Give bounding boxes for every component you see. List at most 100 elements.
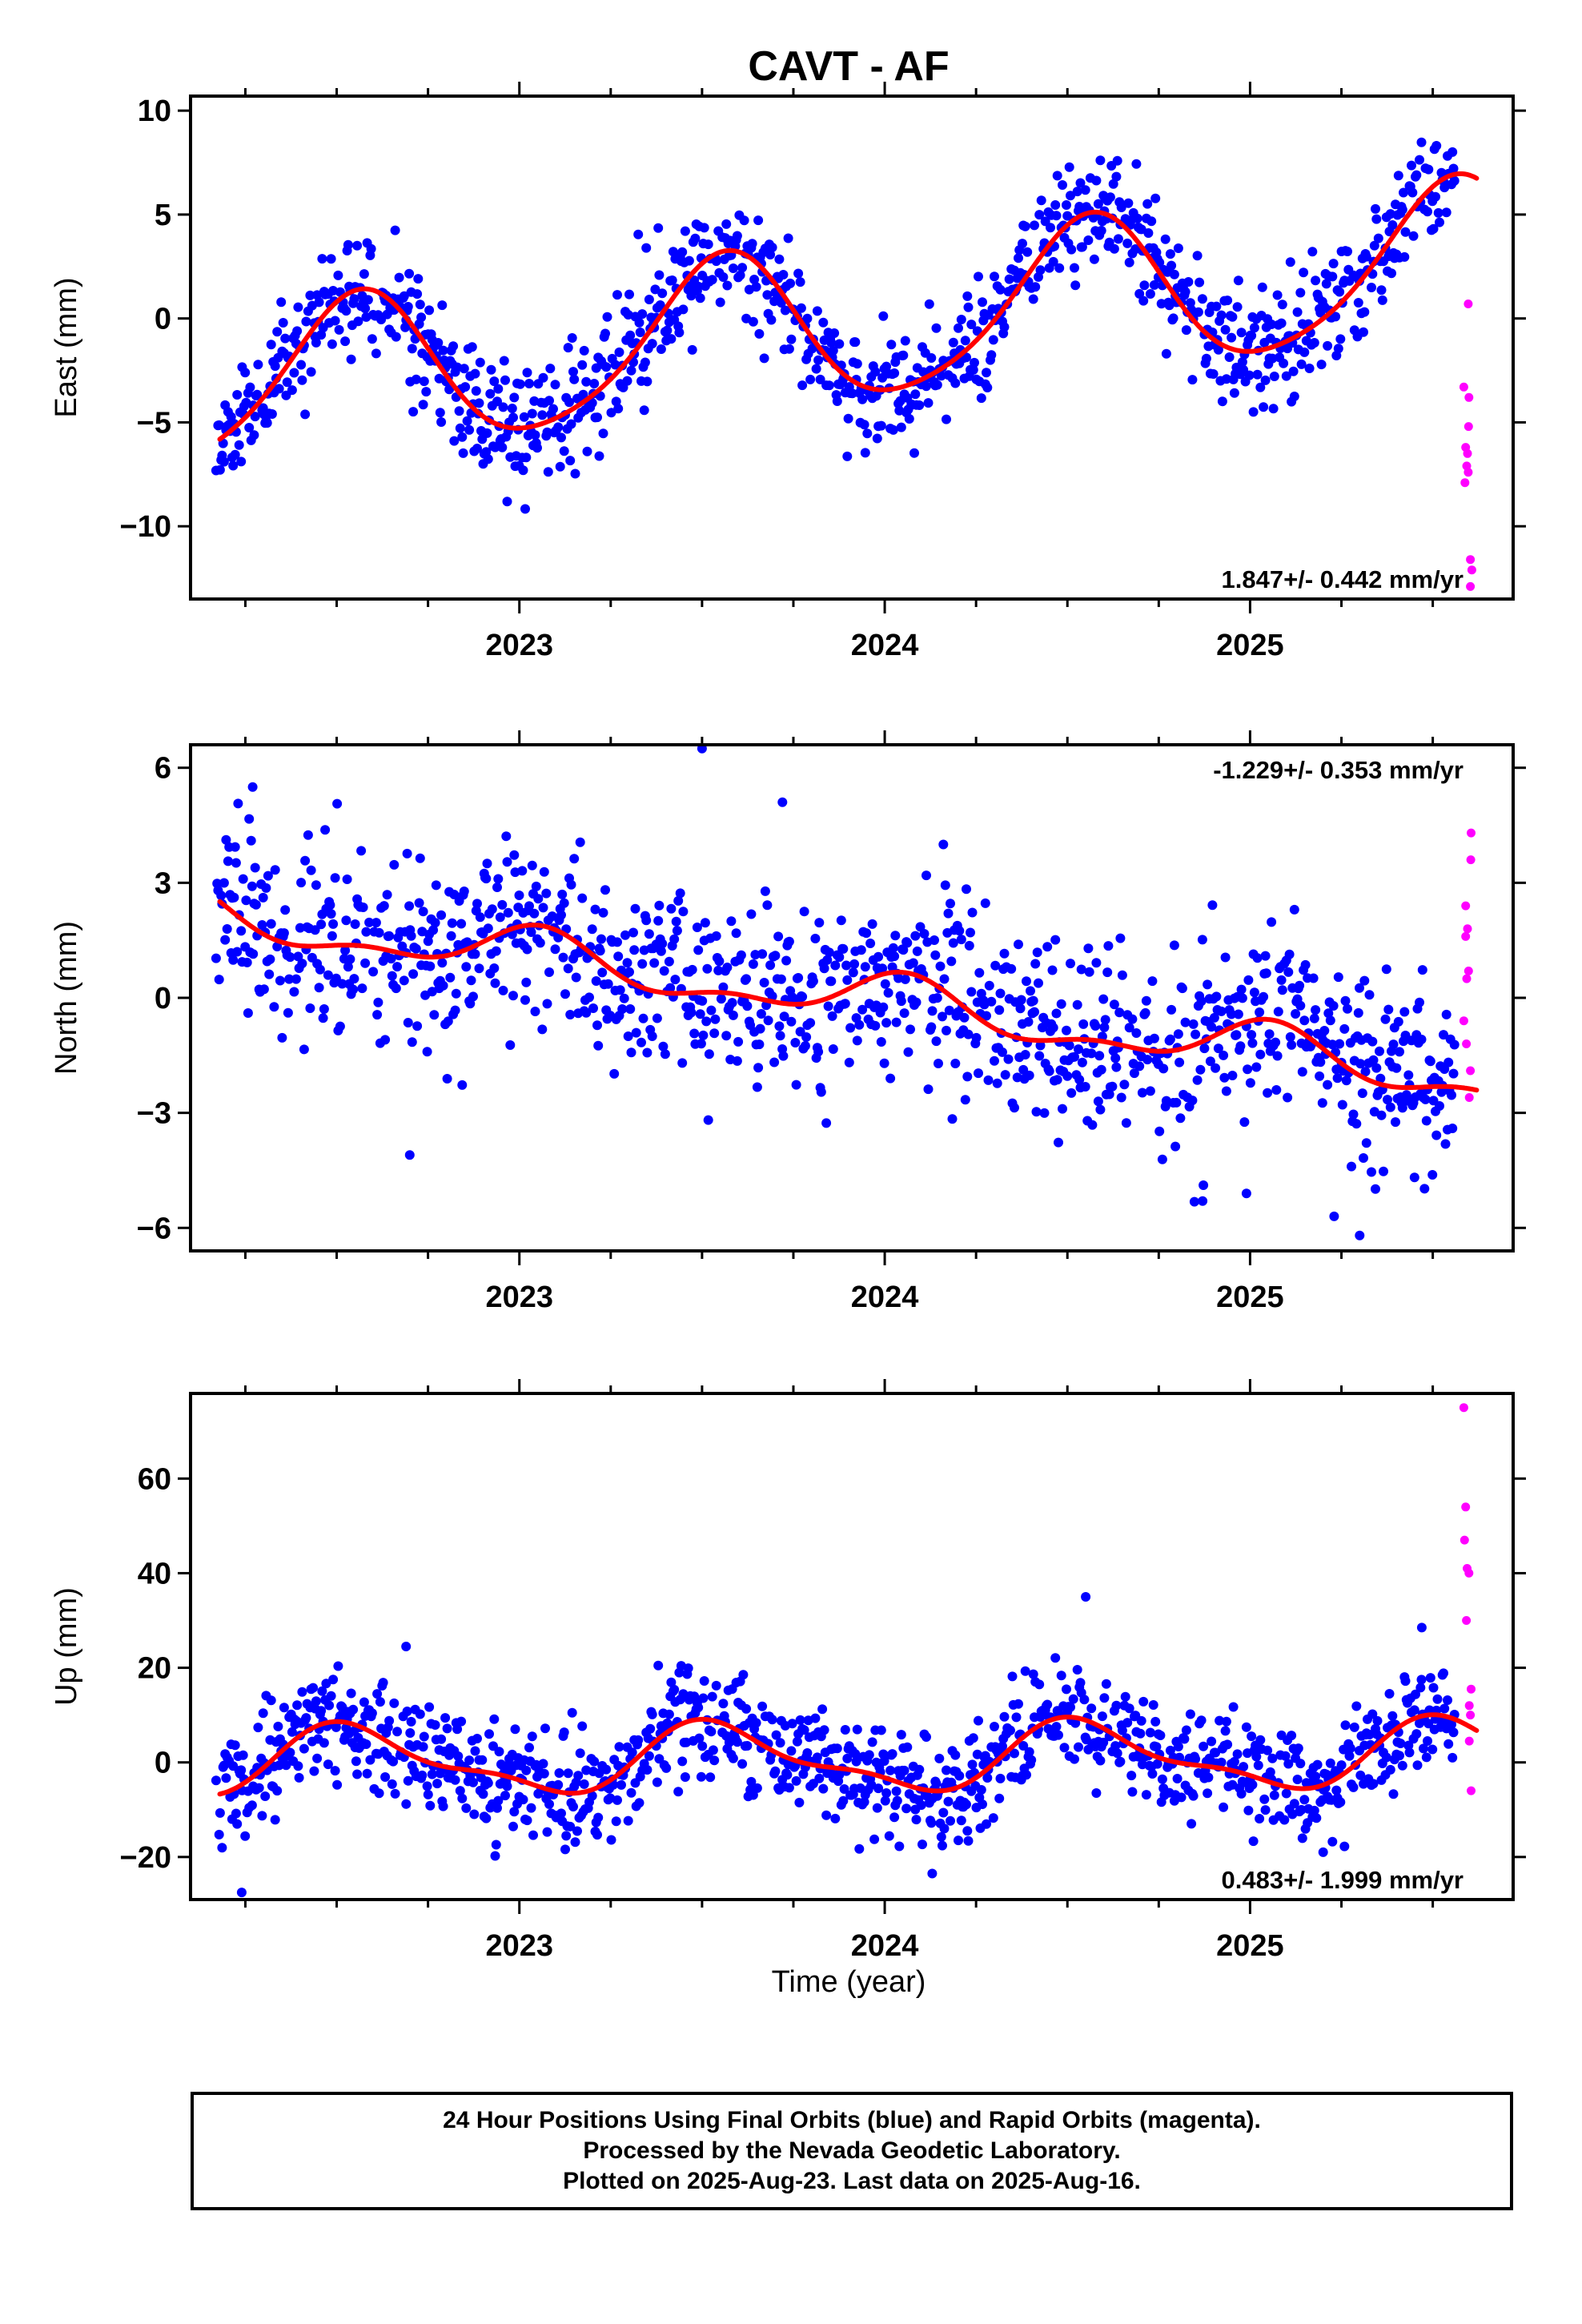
panel-north-final-point	[1174, 1057, 1185, 1068]
panel-east-final-point	[550, 380, 560, 390]
panel-up-final-point	[470, 1746, 480, 1756]
panel-east-final-point	[641, 243, 652, 253]
panel-north-final-point	[425, 961, 436, 971]
panel-up-final-point	[1056, 1671, 1066, 1681]
panel-north-final-point	[306, 865, 316, 875]
panel-east-final-point	[544, 396, 554, 406]
panel-north-final-point	[966, 927, 975, 938]
panel-north-final-point	[272, 942, 283, 951]
panel-up-final-point	[308, 1683, 319, 1693]
panel-north-final-point	[509, 850, 520, 860]
panel-north-final-point	[980, 898, 990, 908]
panel-up-final-point	[319, 1738, 329, 1748]
panel-east-final-point	[403, 302, 413, 312]
panel-east-final-point	[1361, 251, 1371, 262]
panel-east-final-point	[548, 404, 558, 414]
panel-east-final-point	[317, 254, 327, 264]
panel-up-rate-label: 0.483+/- 1.999 mm/yr	[1222, 1866, 1464, 1894]
panel-up-final-point	[464, 1755, 475, 1766]
panel-east-final-point	[1142, 199, 1153, 209]
panel-up-final-point	[889, 1812, 900, 1823]
panel-up-final-point	[869, 1834, 880, 1844]
panel-north-final-point	[827, 1011, 837, 1021]
panel-up-final-point	[1425, 1673, 1435, 1683]
panel-east-final-point	[999, 322, 1010, 332]
panel-up-final-point	[1241, 1722, 1251, 1732]
panel-north-final-point	[1028, 995, 1038, 1006]
panel-east-final-point	[812, 306, 822, 316]
panel-north-final-point	[956, 935, 966, 945]
panel-up-final-point	[1311, 1813, 1322, 1823]
panel-up-final-point	[378, 1678, 388, 1688]
panel-up-final-point	[309, 1766, 319, 1776]
panel-north-final-point	[878, 1002, 889, 1012]
panel-up-final-point	[1345, 1743, 1355, 1754]
panel-up-final-point	[287, 1727, 297, 1737]
panel-up-final-point	[821, 1810, 832, 1820]
panel-east-final-point	[1448, 163, 1459, 174]
panel-north-final-point	[345, 954, 355, 964]
panel-north-final-point	[625, 1004, 636, 1014]
panel-north-final-point	[430, 918, 440, 928]
panel-up-final-point	[1152, 1759, 1162, 1769]
panel-up-final-point	[926, 1818, 937, 1828]
panel-east-final-point	[515, 379, 525, 389]
panel-east-ytick-label: −10	[120, 510, 171, 544]
panel-north-final-point	[752, 1082, 762, 1092]
panel-north-final-point	[1219, 1050, 1229, 1060]
panel-up-final-point	[1219, 1802, 1229, 1812]
panel-east-xtick-label: 2025	[1216, 629, 1284, 662]
panel-north-final-point	[588, 1003, 598, 1013]
panel-east-final-point	[1387, 268, 1396, 279]
panel-up-final-point	[1411, 1689, 1420, 1699]
panel-north-final-point	[1367, 1036, 1378, 1047]
panel-north-final-point	[718, 982, 729, 992]
panel-north-final-point	[258, 892, 268, 903]
panel-north-final-point	[784, 936, 794, 947]
panel-east-final-point	[923, 398, 934, 408]
panel-north-final-point	[372, 1010, 383, 1020]
panel-up-final-point	[699, 1676, 709, 1686]
panel-up-final-point	[299, 1743, 309, 1754]
footnote-line-3: Plotted on 2025-Aug-23. Last data on 202…	[563, 2168, 1141, 2194]
panel-north-final-point	[1078, 1019, 1089, 1029]
panel-north-final-point	[335, 1021, 345, 1031]
panel-east-final-point	[1304, 364, 1315, 373]
panel-up-rapid-point	[1460, 1535, 1469, 1545]
panel-up-final-point	[787, 1719, 797, 1729]
panel-east-final-point	[245, 382, 255, 392]
panel-north-final-point	[619, 993, 629, 1003]
panel-up-final-point	[1126, 1771, 1137, 1781]
panel-north-final-point	[1099, 1022, 1110, 1032]
panel-up-rapid-point	[1461, 1502, 1471, 1512]
panel-up-final-point	[472, 1734, 482, 1743]
panel-north-final-point	[1169, 940, 1179, 951]
panel-north-final-point	[541, 888, 552, 899]
panel-north-final-point	[1319, 1026, 1330, 1035]
panel-east-final-point	[852, 359, 862, 369]
panel-up-final-point	[1207, 1736, 1217, 1747]
panel-north-final-point	[358, 903, 368, 912]
panel-north-final-point	[595, 946, 605, 956]
panel-east-final-point	[416, 312, 427, 323]
panel-up-final-point	[1416, 1675, 1427, 1685]
panel-north-final-point	[1076, 964, 1086, 975]
panel-north-final-point	[919, 929, 930, 939]
panel-up-final-point	[272, 1786, 283, 1796]
panel-up-final-point	[794, 1797, 805, 1807]
panel-north-final-point	[542, 999, 552, 1009]
panel-up-final-point	[1220, 1726, 1231, 1736]
panel-north-final-point	[722, 963, 733, 972]
panel-north-final-point	[1093, 1096, 1103, 1107]
panel-north-final-point	[1157, 1154, 1167, 1164]
panel-north-final-point	[1110, 1053, 1121, 1063]
panel-north-final-point	[670, 975, 681, 985]
panel-north-final-point	[801, 1032, 812, 1042]
panel-up-final-point	[1181, 1725, 1191, 1735]
panel-north-final-point	[1403, 1070, 1414, 1080]
panel-north-final-point	[277, 1032, 287, 1043]
panel-north-final-point	[1000, 1070, 1010, 1080]
panel-east-final-point	[341, 306, 351, 316]
panel-north-final-point	[672, 926, 682, 936]
panel-east-rapid-point	[1466, 581, 1476, 591]
